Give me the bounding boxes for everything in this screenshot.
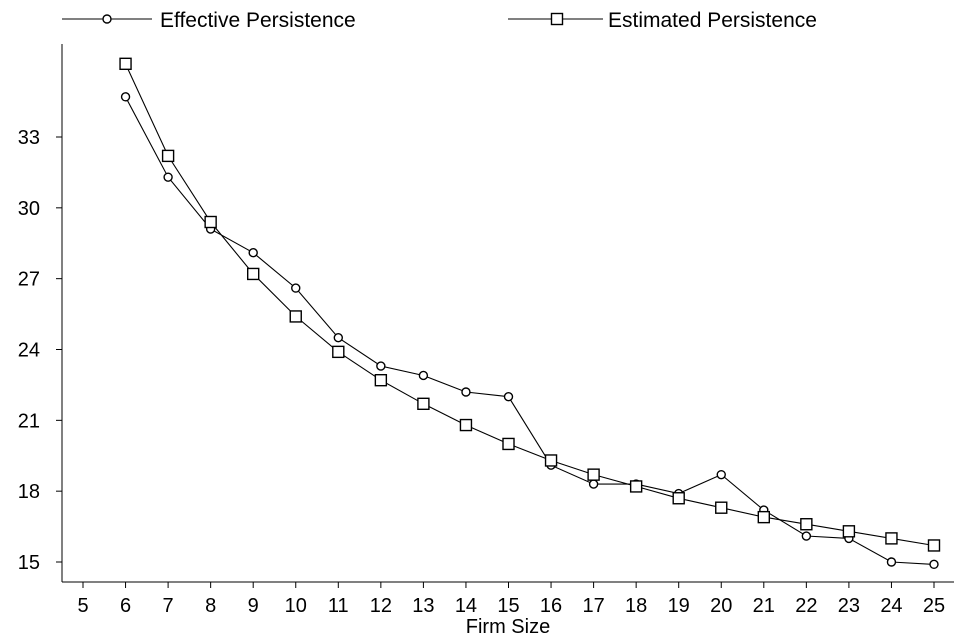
data-point-effective <box>120 92 131 102</box>
data-point-effective <box>291 283 301 293</box>
data-point-estimated <box>672 492 685 505</box>
y-tick-label: 21 <box>18 410 40 432</box>
x-tick-label: 5 <box>77 595 88 617</box>
y-tick-label: 27 <box>18 269 40 291</box>
x-tick-label: 10 <box>285 595 307 617</box>
data-point-estimated <box>587 468 600 481</box>
legend-label-estimated: Estimated Persistence <box>608 9 817 32</box>
series-line-effective <box>125 96 935 565</box>
series-line-estimated <box>125 63 935 547</box>
x-tick-label: 17 <box>582 595 604 617</box>
y-tick-label: 18 <box>18 481 40 503</box>
x-tick-label: 13 <box>412 595 434 617</box>
x-tick-label: 9 <box>248 595 259 617</box>
data-point-estimated <box>502 437 515 451</box>
data-point-effective <box>461 387 471 397</box>
x-axis-title: Firm Size <box>466 616 550 638</box>
data-point-estimated <box>800 518 813 531</box>
data-point-estimated <box>544 454 558 467</box>
legend: Effective Persistence Estimated Persiste… <box>62 9 817 32</box>
data-point-effective <box>929 559 939 570</box>
axes <box>61 44 954 583</box>
x-axis-ticks: 5 6 7 8 9 10 11 12 13 14 15 16 17 18 19 20 21 22 23 24 25 <box>77 582 945 617</box>
y-tick-label: 30 <box>18 198 40 220</box>
x-tick-label: 12 <box>370 595 392 617</box>
data-point-effective <box>503 392 514 402</box>
x-tick-label: 16 <box>540 595 562 617</box>
x-tick-label: 22 <box>795 595 817 617</box>
x-tick-label: 19 <box>668 595 690 617</box>
data-point-estimated <box>204 215 217 229</box>
data-point-estimated <box>885 532 898 545</box>
data-point-estimated <box>374 373 388 387</box>
data-point-estimated <box>715 501 728 514</box>
data-point-estimated <box>289 310 302 323</box>
x-tick-label: 24 <box>880 595 902 617</box>
data-point-estimated <box>459 418 473 432</box>
x-tick-label: 20 <box>710 595 732 617</box>
x-tick-label: 21 <box>753 595 775 617</box>
data-point-effective <box>418 370 429 381</box>
data-point-effective <box>376 361 386 371</box>
data-point-effective <box>588 479 599 489</box>
data-point-estimated <box>629 480 643 493</box>
y-tick-label: 15 <box>18 552 40 574</box>
x-tick-label: 23 <box>838 595 860 617</box>
x-tick-label: 15 <box>497 595 519 617</box>
y-tick-label: 24 <box>18 340 40 362</box>
data-point-estimated <box>417 397 430 411</box>
legend-square-marker-icon <box>550 12 564 26</box>
legend-label-effective: Effective Persistence <box>160 9 356 32</box>
x-tick-label: 7 <box>163 595 174 617</box>
legend-item-effective: Effective Persistence <box>62 9 356 32</box>
x-tick-label: 18 <box>625 595 647 617</box>
data-point-effective <box>333 332 343 343</box>
x-tick-label: 14 <box>455 595 477 617</box>
x-tick-label: 11 <box>328 595 349 617</box>
legend-circle-marker-icon <box>102 14 112 24</box>
data-point-estimated <box>927 539 941 552</box>
data-point-estimated <box>757 510 770 524</box>
series-lines <box>125 63 935 565</box>
y-tick-label: 33 <box>18 127 40 149</box>
legend-item-estimated: Estimated Persistence <box>508 9 817 32</box>
y-axis-ticks: 15 18 21 24 27 30 33 <box>18 127 62 574</box>
data-point-estimated <box>332 345 345 359</box>
data-point-effective <box>801 531 812 541</box>
data-point-effective <box>716 469 726 480</box>
data-point-effective <box>248 247 258 258</box>
x-tick-label: 25 <box>923 595 945 617</box>
x-tick-label: 8 <box>205 595 216 617</box>
data-point-effective <box>886 557 897 567</box>
data-point-estimated <box>842 525 856 538</box>
data-point-estimated <box>119 57 132 71</box>
data-point-estimated <box>161 149 175 163</box>
data-point-estimated <box>246 267 260 281</box>
series-markers <box>119 57 941 570</box>
data-point-effective <box>163 172 173 182</box>
x-tick-label: 6 <box>120 595 131 617</box>
